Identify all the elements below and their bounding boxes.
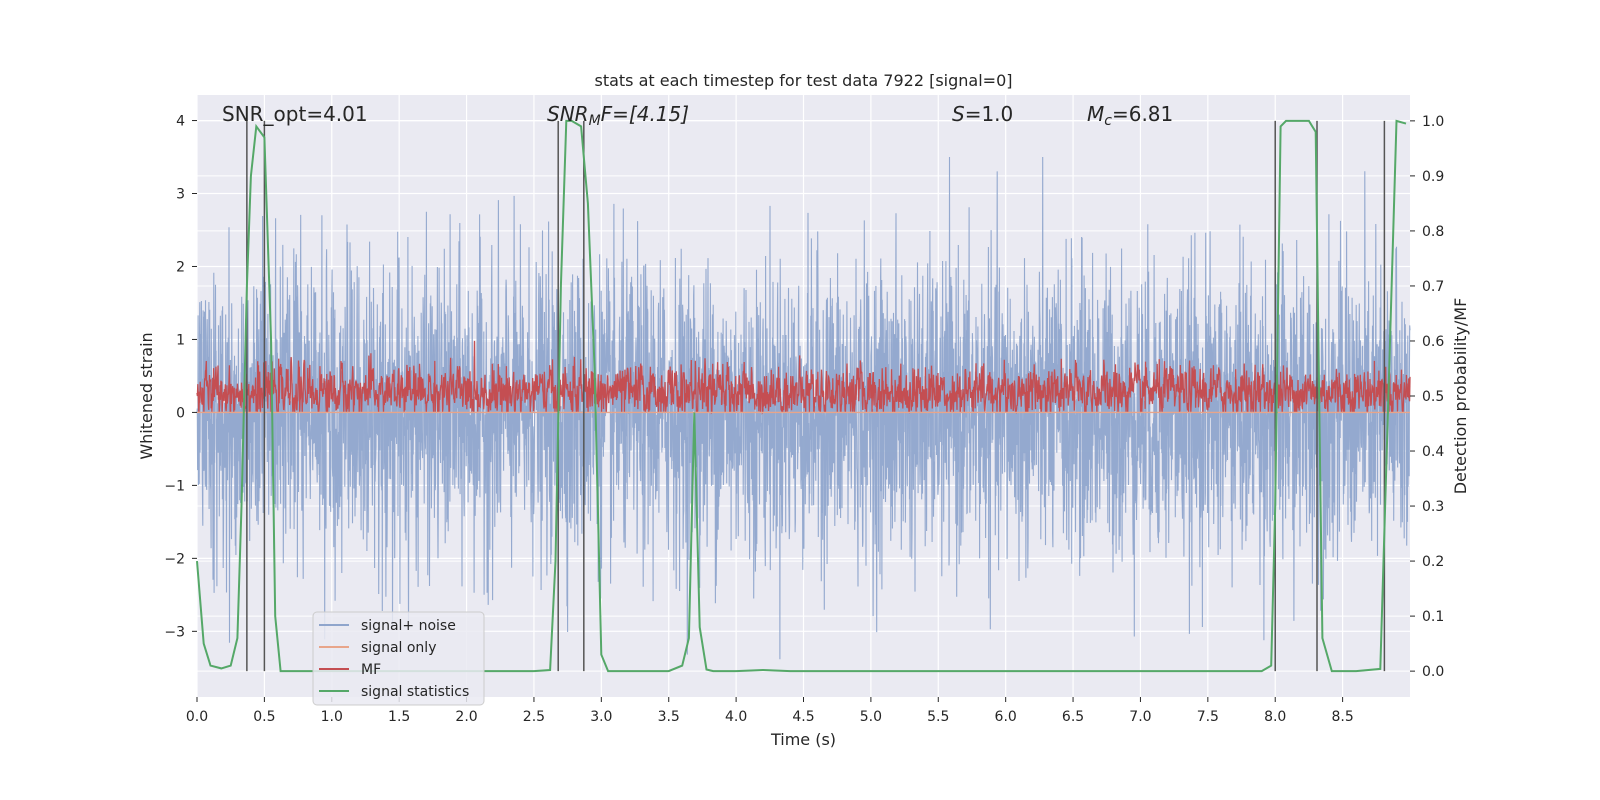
x-tick-label: 3.0 xyxy=(590,709,612,725)
y-right-tick-label: 1.0 xyxy=(1422,114,1444,130)
annotation-snr-mf-symbol: SNR xyxy=(547,102,589,126)
annotation-s-rest: =1.0 xyxy=(965,102,1014,126)
x-tick-label: 1.5 xyxy=(388,709,410,725)
x-tick-label: 0.0 xyxy=(186,709,208,725)
x-tick-label: 8.5 xyxy=(1331,709,1353,725)
y-axis-ticks: 4 3 2 1 0 −1 −2 −3 xyxy=(164,114,197,640)
y-right-tick-label: 0.7 xyxy=(1422,279,1444,295)
x-tick-label: 2.5 xyxy=(523,709,545,725)
x-tick-label: 0.5 xyxy=(253,709,275,725)
y-tick-label: 4 xyxy=(176,114,185,130)
y-axis-label: Whitened strain xyxy=(137,332,156,459)
x-tick-label: 8.0 xyxy=(1264,709,1286,725)
annotation-snr-opt: SNR_opt=4.01 xyxy=(222,102,368,126)
y-right-tick-label: 0.8 xyxy=(1422,224,1444,240)
legend-label: MF xyxy=(361,662,381,678)
legend: signal+ noise signal only MF signal statist… xyxy=(312,611,485,706)
x-axis-label: Time (s) xyxy=(770,730,836,749)
series-signal-noise xyxy=(196,156,1411,660)
y-tick-label: −3 xyxy=(164,624,185,640)
y-tick-label: −1 xyxy=(164,478,185,494)
y-tick-label: 0 xyxy=(176,405,185,421)
y-tick-label: −2 xyxy=(164,551,185,567)
y-tick-label: 2 xyxy=(176,259,185,275)
x-tick-label: 4.5 xyxy=(792,709,814,725)
legend-label: signal only xyxy=(361,640,436,656)
y-right-tick-label: 0.9 xyxy=(1422,169,1444,185)
annotation-snr-mf: SNRMF=[4.15] xyxy=(547,102,689,129)
mf-line xyxy=(196,340,1411,415)
series-mf xyxy=(196,340,1411,415)
annotation-snr-mf-subscript: M xyxy=(589,113,601,129)
y-right-tick-label: 0.3 xyxy=(1422,499,1444,515)
y-right-tick-label: 0.4 xyxy=(1422,444,1444,460)
x-tick-label: 1.0 xyxy=(321,709,343,725)
y-right-tick-label: 0.2 xyxy=(1422,554,1444,570)
annotation-mc: Mc=6.81 xyxy=(1087,102,1173,129)
annotation-snr-mf-rest: F=[4.15] xyxy=(601,102,689,126)
legend-label: signal statistics xyxy=(361,684,469,700)
legend-label: signal+ noise xyxy=(361,618,456,634)
x-tick-label: 7.0 xyxy=(1129,709,1151,725)
annotation-mc-symbol: M xyxy=(1087,102,1104,126)
annotation-mc-subscript: c xyxy=(1104,113,1112,129)
y-right-tick-label: 0.5 xyxy=(1422,389,1444,405)
y-right-tick-label: 0.6 xyxy=(1422,334,1444,350)
y-right-tick-label: 0.1 xyxy=(1422,609,1444,625)
y-right-axis-ticks: 1.0 0.9 0.8 0.7 0.6 0.5 0.4 0.3 0.2 0.1 0.0 xyxy=(1410,114,1444,680)
x-tick-label: 3.5 xyxy=(658,709,680,725)
series-signal-statistics xyxy=(196,119,1407,673)
y-right-tick-label: 0.0 xyxy=(1422,664,1444,680)
annotation-s: S=1.0 xyxy=(952,102,1013,126)
x-tick-label: 6.0 xyxy=(995,709,1017,725)
vertical-markers xyxy=(246,120,1386,672)
x-tick-label: 2.0 xyxy=(455,709,477,725)
x-tick-label: 5.0 xyxy=(860,709,882,725)
annotation-s-symbol: S xyxy=(952,102,965,126)
annotation-mc-rest: =6.81 xyxy=(1112,102,1173,126)
x-tick-label: 5.5 xyxy=(927,709,949,725)
y-tick-label: 1 xyxy=(176,332,185,348)
signal-noise-line xyxy=(196,156,1411,660)
x-tick-label: 6.5 xyxy=(1062,709,1084,725)
y-right-axis-label: Detection probability/MF xyxy=(1451,298,1470,495)
x-tick-label: 4.0 xyxy=(725,709,747,725)
x-tick-label: 7.5 xyxy=(1197,709,1219,725)
x-axis-ticks: 0.0 0.5 1.0 1.5 2.0 2.5 3.0 3.5 4.0 4.5 5.0 5.5 6.0 6… xyxy=(186,697,1354,725)
y-tick-label: 3 xyxy=(176,187,185,203)
chart-title: stats at each timestep for test data 792… xyxy=(594,71,1012,90)
legend-box xyxy=(312,611,485,706)
